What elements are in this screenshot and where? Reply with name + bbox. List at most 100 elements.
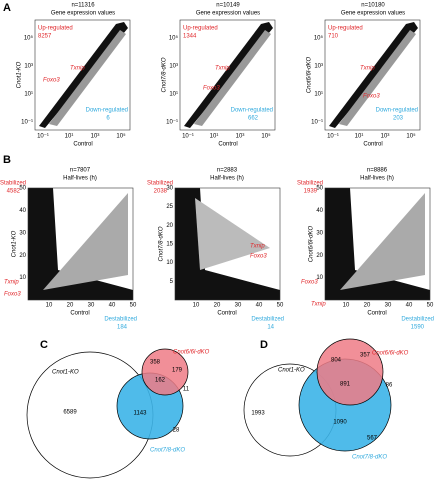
panel-letter: B xyxy=(3,154,11,166)
up-label: Up-regulated xyxy=(183,26,218,32)
venn-circle xyxy=(141,348,189,396)
down-label: Down-regulated xyxy=(86,108,128,114)
cloud xyxy=(184,22,273,128)
x-tick-label: 20 xyxy=(67,303,74,309)
venn-number: 1090 xyxy=(333,420,347,426)
gene-label: Foxo3 xyxy=(203,86,220,92)
x-tick-label: 20 xyxy=(214,303,221,309)
y-tick-label: 10⁻¹ xyxy=(311,120,323,126)
x-axis-label: Control xyxy=(217,311,236,317)
x-tick-label: 30 xyxy=(385,303,392,309)
y-tick-label: 10³ xyxy=(169,64,178,70)
venn-number: 1143 xyxy=(134,411,148,417)
x-tick-label: 10⁻¹ xyxy=(327,134,339,140)
cloud xyxy=(329,22,418,128)
gene-label: Txnip xyxy=(70,66,85,72)
plot-title: Gene expression values xyxy=(196,11,260,17)
x-tick-label: 10 xyxy=(343,303,350,309)
x-tick-label: 10⁵ xyxy=(261,133,271,140)
down-count: 1590 xyxy=(411,325,425,331)
venn-number: 6589 xyxy=(63,410,77,416)
plot-count: n=8886 xyxy=(367,168,388,174)
plot-count: n=10149 xyxy=(216,3,240,9)
venn-number: 804 xyxy=(331,358,342,364)
down-count: 184 xyxy=(117,325,128,331)
x-axis-label: Control xyxy=(70,311,89,317)
up-label: Stabilized xyxy=(0,181,26,187)
venn-number: 179 xyxy=(172,368,183,374)
x-axis-label: Control xyxy=(367,311,386,317)
y-tick-label: 10³ xyxy=(314,64,323,70)
up-label: Stabilized xyxy=(147,181,173,187)
x-tick-label: 10¹ xyxy=(210,134,219,140)
gene-label: Txnip xyxy=(215,66,230,72)
venn-label: Cnot1-KO xyxy=(52,370,79,376)
gene-label: Foxo3 xyxy=(43,78,60,84)
x-tick-label: 40 xyxy=(406,303,413,309)
down-count: 662 xyxy=(248,116,259,122)
plot-title: Half-lives (h) xyxy=(63,176,97,182)
down-count: 14 xyxy=(267,325,274,331)
down-label: Destabilized xyxy=(104,317,137,323)
y-tick-label: 50 xyxy=(19,186,26,192)
up-count: 2038 xyxy=(154,189,168,195)
y-tick-label: 25 xyxy=(166,204,173,210)
venn-number: 11 xyxy=(183,387,190,393)
venn-label: Cnot7/8-dKO xyxy=(352,455,387,461)
up-label: Stabilized xyxy=(297,181,323,187)
x-tick-label: 50 xyxy=(277,303,284,309)
plot-title: Half-lives (h) xyxy=(210,176,244,182)
y-tick-label: 5 xyxy=(170,279,174,285)
y-tick-label: 20 xyxy=(166,223,173,229)
up-label: Up-regulated xyxy=(328,26,363,32)
plot-count: n=7807 xyxy=(70,168,91,174)
y-axis-label: Cnot1-KO xyxy=(17,61,23,88)
x-axis-label: Control xyxy=(73,142,92,148)
down-label: Down-regulated xyxy=(231,108,273,114)
cloud xyxy=(340,193,425,290)
plot-count: n=2883 xyxy=(217,168,238,174)
gene-label: Txnip xyxy=(4,280,19,286)
gene-label: Txnip xyxy=(311,302,326,308)
up-count: 1939 xyxy=(304,189,318,195)
y-tick-label: 20 xyxy=(19,253,26,259)
x-tick-label: 10 xyxy=(46,303,53,309)
x-tick-label: 30 xyxy=(88,303,95,309)
x-tick-label: 10¹ xyxy=(355,134,364,140)
down-count: 203 xyxy=(393,116,404,122)
x-tick-label: 10³ xyxy=(236,134,245,140)
y-tick-label: 10⁵ xyxy=(169,35,179,42)
y-axis-label: Cnot6/6l-dKO xyxy=(307,56,313,93)
venn-number: 162 xyxy=(155,378,166,384)
panel-letter: D xyxy=(260,339,268,351)
cloud xyxy=(339,30,416,126)
venn-label: Cnot6/6l-dKO xyxy=(173,350,210,356)
y-tick-label: 40 xyxy=(19,208,26,214)
cloud xyxy=(43,193,128,290)
down-label: Down-regulated xyxy=(376,108,418,114)
y-tick-label: 10¹ xyxy=(169,92,178,98)
plot-count: n=11316 xyxy=(71,3,95,9)
venn-number: 891 xyxy=(340,382,351,388)
venn-label: Cnot6/6l-dKO xyxy=(372,351,409,357)
venn-number: 86 xyxy=(386,383,393,389)
y-axis-label: Cnot7/8-dKO xyxy=(159,226,165,261)
plot-frame xyxy=(34,19,131,131)
down-label: Destabilized xyxy=(401,317,434,323)
venn-number: 28 xyxy=(173,428,180,434)
y-tick-label: 40 xyxy=(316,208,323,214)
y-tick-label: 15 xyxy=(166,242,173,248)
y-tick-label: 10 xyxy=(166,260,173,266)
venn-circle xyxy=(316,338,384,406)
y-axis-label: Cnot6/6l-dKO xyxy=(309,225,315,262)
y-axis-label: Cnot7/8-dKO xyxy=(162,57,168,92)
x-tick-label: 10¹ xyxy=(65,134,74,140)
x-tick-label: 50 xyxy=(427,303,434,309)
y-tick-label: 10 xyxy=(19,275,26,281)
y-tick-label: 30 xyxy=(19,230,26,236)
x-tick-label: 40 xyxy=(109,303,116,309)
down-label: Destabilized xyxy=(251,317,284,323)
panel-letter: C xyxy=(40,339,48,351)
x-tick-label: 10⁵ xyxy=(116,133,126,140)
